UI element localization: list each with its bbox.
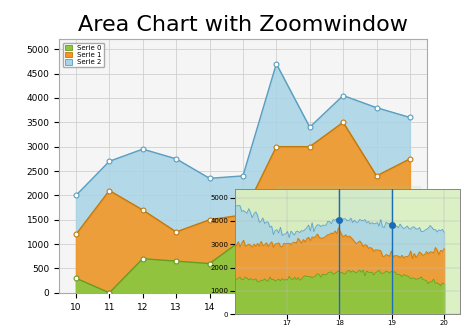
Bar [392,189,460,314]
Bar [339,189,392,314]
Title: Area Chart with Zoomwindow: Area Chart with Zoomwindow [78,15,408,35]
Bar [235,189,339,314]
Bar [276,187,420,293]
Legend: Serie 0, Serie 1, Serie 2: Serie 0, Serie 1, Serie 2 [63,43,104,67]
